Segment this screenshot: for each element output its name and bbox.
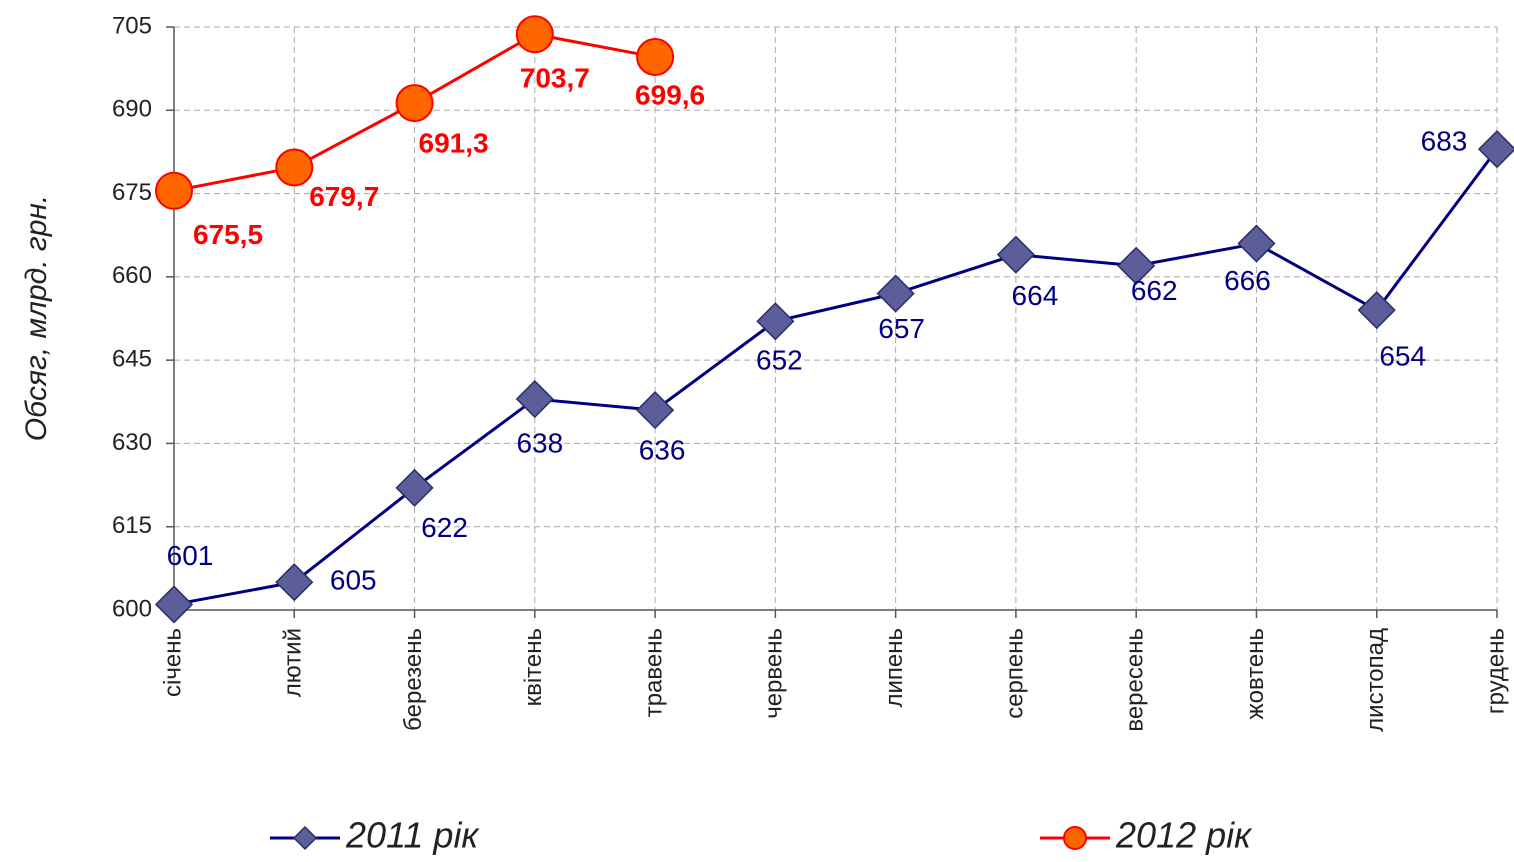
y-tick-label: 705 — [112, 12, 152, 39]
data-label: 657 — [878, 313, 925, 344]
y-tick-label: 630 — [112, 429, 152, 456]
x-tick-label: вересень — [1122, 628, 1149, 732]
marker — [1477, 130, 1514, 169]
x-tick-label: червень — [761, 628, 788, 719]
y-tick-label: 675 — [112, 179, 152, 206]
marker — [275, 148, 314, 187]
data-label: 703,7 — [520, 63, 590, 94]
marker — [756, 302, 795, 341]
data-label: 662 — [1131, 275, 1178, 306]
marker — [395, 84, 434, 123]
x-tick-label: жовтень — [1242, 628, 1269, 719]
marker — [515, 15, 554, 54]
marker — [275, 563, 314, 602]
data-label: 601 — [167, 540, 214, 571]
x-tick-label: грудень — [1482, 628, 1509, 714]
marker — [1357, 291, 1396, 330]
marker — [636, 37, 675, 76]
data-label: 679,7 — [309, 181, 379, 212]
y-tick-label: 660 — [112, 262, 152, 289]
data-label: 652 — [756, 345, 803, 376]
x-tick-label: листопад — [1362, 628, 1389, 732]
y-tick-label: 615 — [112, 512, 152, 539]
y-tick-label: 645 — [112, 345, 152, 372]
data-label: 675,5 — [193, 219, 263, 250]
data-label: 699,6 — [635, 79, 705, 110]
data-label: 683 — [1421, 126, 1468, 157]
legend-label: 2012 рік — [1115, 815, 1253, 856]
marker — [395, 468, 434, 507]
marker — [996, 235, 1035, 274]
legend-marker — [1063, 826, 1087, 850]
data-label: 691,3 — [419, 127, 489, 158]
legend-marker — [292, 825, 318, 851]
series-line — [173, 148, 1499, 606]
x-tick-label: серпень — [1001, 628, 1028, 719]
data-label: 638 — [516, 427, 563, 458]
marker — [515, 379, 554, 419]
data-label: 605 — [330, 565, 377, 596]
x-tick-label: травень — [640, 628, 667, 717]
data-label: 654 — [1379, 341, 1426, 372]
x-tick-label: лютий — [280, 628, 307, 697]
x-tick-label: липень — [881, 628, 908, 708]
x-tick-label: березень — [400, 628, 427, 731]
data-label: 666 — [1224, 265, 1271, 296]
data-label: 622 — [421, 512, 468, 543]
y-axis-title: Обсяг, млрд. грн. — [20, 195, 53, 441]
data-label: 664 — [1012, 280, 1059, 311]
x-tick-label: квітень — [520, 628, 547, 706]
marker — [154, 585, 194, 624]
data-label: 636 — [639, 435, 686, 466]
marker — [155, 171, 193, 210]
marker — [1237, 224, 1276, 263]
marker — [876, 274, 915, 313]
marker — [1117, 246, 1156, 285]
y-tick-label: 690 — [112, 96, 152, 123]
y-tick-label: 600 — [112, 595, 152, 622]
legend-label: 2011 рік — [345, 815, 480, 856]
x-tick-label: січень — [159, 628, 186, 697]
marker — [636, 391, 675, 430]
